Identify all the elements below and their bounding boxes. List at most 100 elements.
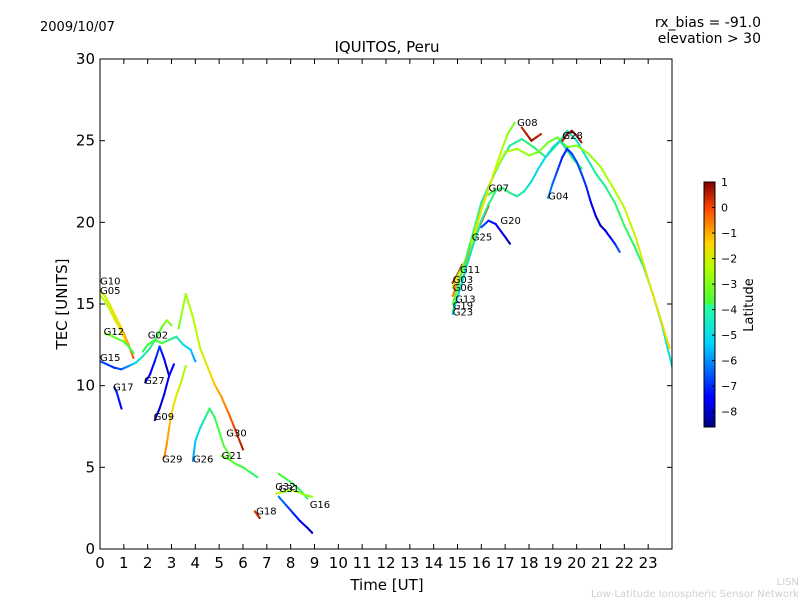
data-point-G27 — [153, 360, 156, 363]
data-point-G28 — [575, 134, 578, 137]
y-tick-label: 20 — [76, 213, 95, 231]
data-point-G19 — [611, 185, 614, 188]
trace-segment-G19 — [653, 297, 658, 306]
colorbar-tick-label: −1 — [721, 227, 737, 240]
satellite-label-G03: G03 — [453, 275, 473, 286]
data-point-G05 — [113, 317, 116, 320]
data-point-G27 — [149, 373, 152, 376]
data-point-G13 — [594, 172, 597, 175]
data-point-G32 — [277, 472, 280, 475]
colorbar-tick-label: −4 — [721, 304, 737, 317]
satellite-label-G17: G17 — [113, 383, 133, 394]
colorbar-tick-label: 0 — [721, 202, 728, 215]
data-point-G15 — [120, 368, 123, 371]
data-point-G29 — [165, 443, 168, 446]
data-point-G26 — [222, 445, 225, 448]
data-point-G29 — [184, 365, 187, 368]
colorbar-tick-label: −8 — [721, 406, 737, 419]
satellite-label-G16: G16 — [310, 500, 330, 511]
data-point-G10 — [103, 294, 106, 297]
series-G16 — [277, 495, 314, 534]
data-point-G15 — [134, 361, 137, 364]
x-tick-label: 3 — [167, 554, 177, 572]
x-tick-label: 20 — [567, 554, 586, 572]
satellite-label-G21: G21 — [222, 451, 242, 462]
data-point-G23 — [465, 263, 469, 266]
trace-segment-G19 — [645, 271, 650, 281]
data-point-G04 — [589, 201, 593, 204]
data-point-G02 — [194, 360, 197, 363]
trace-segment-G19 — [635, 237, 640, 247]
rx-bias-label: rx_bias = -91.0 — [655, 15, 761, 31]
data-point-G30 — [199, 347, 202, 350]
data-point-G04 — [556, 169, 559, 172]
data-point-G29 — [170, 412, 173, 415]
data-point-G30 — [227, 412, 230, 415]
data-point-G16 — [277, 495, 280, 498]
data-point-G07 — [494, 188, 497, 191]
data-point-G15 — [149, 347, 152, 350]
data-point-G25 — [513, 121, 516, 124]
data-point-G18 — [253, 510, 256, 513]
x-tick-label: 22 — [615, 554, 634, 572]
x-axis-label: Time [UT] — [349, 576, 423, 594]
data-point-G16 — [291, 511, 295, 515]
data-point-G32 — [291, 482, 295, 485]
data-point-G13 — [604, 185, 607, 188]
data-point-G08 — [525, 133, 528, 136]
x-tick-label: 8 — [286, 554, 296, 572]
data-point-G04 — [547, 196, 550, 199]
x-tick-label: 0 — [95, 554, 105, 572]
data-point-G29 — [168, 427, 171, 430]
x-tick-label: 4 — [191, 554, 201, 572]
data-point-G04 — [613, 242, 616, 245]
data-point-G15 — [127, 365, 130, 368]
data-point-G28 — [566, 133, 569, 136]
data-point-G21 — [227, 458, 230, 461]
y-tick-label: 30 — [76, 50, 95, 68]
satellite-label-G10: G10 — [100, 276, 120, 287]
trace-segment-G19 — [641, 258, 646, 267]
data-point-G12 — [108, 333, 111, 337]
data-point-G19 — [668, 347, 671, 350]
satellite-label-G19: G19 — [453, 301, 473, 312]
data-point-G13 — [465, 253, 469, 257]
data-point-G13 — [508, 144, 511, 147]
series-layer — [100, 121, 672, 534]
y-axis-label: TEC [UNITS] — [53, 259, 71, 351]
satellite-label-G20: G20 — [500, 216, 520, 227]
data-point-G09 — [163, 392, 166, 395]
data-point-G23 — [473, 240, 476, 243]
data-point-G16 — [306, 526, 309, 529]
series-G27 — [144, 345, 171, 384]
data-point-G04 — [594, 214, 597, 217]
data-point-G04 — [608, 235, 612, 239]
data-point-G26 — [230, 456, 233, 459]
satellite-label-G18: G18 — [256, 507, 276, 518]
series-G32 — [277, 472, 309, 500]
data-point-G13 — [532, 146, 535, 149]
data-point-G02 — [153, 338, 156, 341]
data-point-G07 — [537, 167, 540, 170]
x-tick-label: 1 — [119, 554, 129, 572]
satellite-label-G30: G30 — [226, 428, 246, 439]
data-point-G30 — [220, 396, 223, 399]
chart-title: IQUITOS, Peru — [334, 38, 439, 56]
data-point-G12 — [127, 345, 130, 348]
x-tick-label: 12 — [376, 554, 395, 572]
satellite-label-G12: G12 — [104, 327, 124, 338]
series-G02 — [141, 335, 197, 363]
data-point-G27 — [158, 345, 161, 348]
data-point-G31 — [275, 492, 278, 495]
data-point-G30 — [213, 382, 216, 386]
data-point-G32 — [284, 477, 287, 480]
data-point-G13 — [480, 201, 483, 204]
y-tick-label: 5 — [85, 458, 95, 476]
data-point-G03 — [456, 275, 459, 278]
data-point-G04 — [575, 160, 578, 163]
series-G07 — [487, 139, 583, 198]
x-tick-label: 15 — [448, 554, 467, 572]
data-point-G04 — [604, 229, 607, 232]
data-point-G13 — [520, 137, 523, 141]
